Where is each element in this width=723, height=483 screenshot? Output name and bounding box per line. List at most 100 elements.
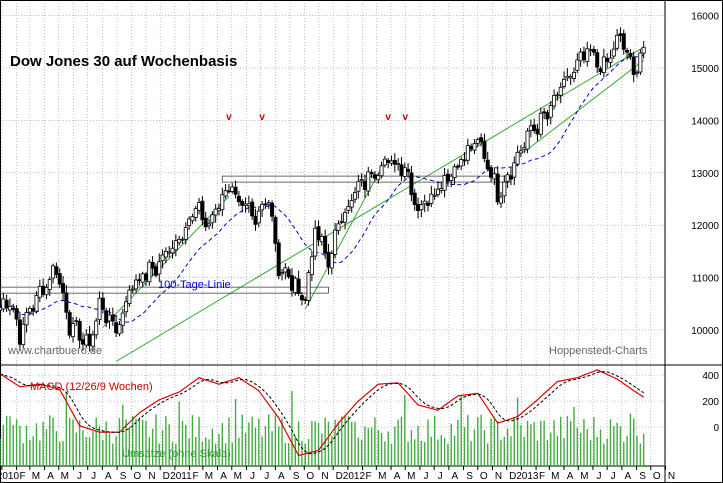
chart-title: Dow Jones 30 auf Wochenbasis	[10, 53, 237, 70]
candle-body	[74, 320, 79, 323]
candle-body	[505, 174, 510, 182]
x-tick-label: S	[639, 471, 646, 482]
candle-body	[588, 49, 593, 52]
x-tick-label: F	[539, 471, 545, 482]
candle	[94, 318, 99, 340]
candle-body	[286, 269, 291, 278]
candle	[246, 195, 251, 213]
x-tick-label: A	[394, 471, 401, 482]
candle-body	[578, 51, 583, 62]
y-tick-label: 12000	[691, 221, 719, 232]
candle	[343, 208, 348, 230]
candle-body	[535, 128, 540, 135]
candle	[376, 172, 381, 184]
candle	[611, 41, 616, 59]
candle	[31, 304, 36, 316]
candle	[528, 119, 533, 138]
candle	[392, 153, 397, 173]
candle-body	[14, 308, 19, 320]
candle	[34, 291, 39, 314]
candle-body	[193, 208, 198, 218]
marker-label: v	[226, 112, 232, 123]
x-tick-label: 2011	[170, 471, 192, 482]
candle	[220, 187, 225, 217]
candle	[638, 49, 643, 76]
candle	[412, 188, 417, 211]
candle-body	[353, 192, 358, 200]
candle	[372, 171, 377, 182]
candle	[366, 166, 371, 196]
candle-body	[299, 295, 304, 301]
candle	[565, 68, 570, 82]
candle	[635, 70, 640, 78]
candle-body	[143, 273, 148, 281]
candle	[452, 163, 457, 185]
candle	[538, 107, 543, 138]
marker-label: v	[259, 112, 265, 123]
candle	[124, 295, 129, 318]
candle-body	[24, 312, 29, 326]
candle	[250, 198, 255, 220]
candle-body	[492, 173, 497, 180]
candle	[562, 71, 567, 89]
candle	[618, 27, 623, 43]
x-tick-label: M	[551, 471, 559, 482]
candle-body	[173, 240, 178, 251]
candle-body	[362, 181, 367, 190]
candle	[296, 270, 301, 296]
candle	[7, 298, 12, 316]
x-tick-label: O	[480, 471, 488, 482]
candle	[253, 208, 258, 231]
candle-body	[426, 202, 431, 206]
candle-body	[97, 297, 102, 320]
candle	[47, 276, 52, 297]
candle	[157, 253, 162, 282]
source-left: www.chartbuero.de	[7, 345, 102, 357]
x-tick-label: D	[509, 471, 516, 482]
candle-body	[4, 299, 9, 309]
candle	[495, 166, 500, 206]
candle-body	[562, 78, 567, 87]
candle	[399, 157, 404, 181]
candle	[213, 204, 218, 223]
candle-body	[601, 56, 606, 73]
candle-body	[508, 175, 513, 180]
candle-body	[522, 147, 527, 150]
candle	[57, 268, 62, 288]
candle	[621, 29, 626, 55]
candle-body	[372, 174, 377, 179]
candle-body	[7, 305, 12, 311]
candle	[379, 161, 384, 179]
candle	[61, 275, 66, 301]
candle-body	[313, 227, 318, 257]
candle-body	[67, 312, 72, 336]
candle-body	[283, 267, 288, 273]
candle-body	[90, 334, 95, 347]
candle	[455, 164, 460, 170]
moving-average	[0, 54, 644, 323]
candle	[608, 49, 613, 68]
candle-body	[37, 286, 42, 298]
candle	[356, 174, 361, 199]
candle-body	[187, 218, 192, 227]
candle	[499, 191, 504, 208]
trend-line	[115, 46, 644, 362]
candle-body	[326, 251, 331, 268]
candle	[4, 294, 9, 313]
candle-body	[27, 307, 32, 313]
candle-body	[31, 308, 36, 312]
candle	[615, 29, 620, 51]
candle-body	[17, 319, 22, 345]
candle	[170, 240, 175, 259]
candle-body	[591, 49, 596, 53]
candle-body	[568, 76, 573, 79]
candle	[200, 196, 205, 226]
candle-body	[130, 288, 135, 291]
candle	[575, 53, 580, 74]
candle-body	[638, 52, 643, 73]
candle	[426, 200, 431, 212]
candle	[177, 235, 182, 246]
candle	[422, 194, 427, 213]
candle	[117, 320, 122, 337]
